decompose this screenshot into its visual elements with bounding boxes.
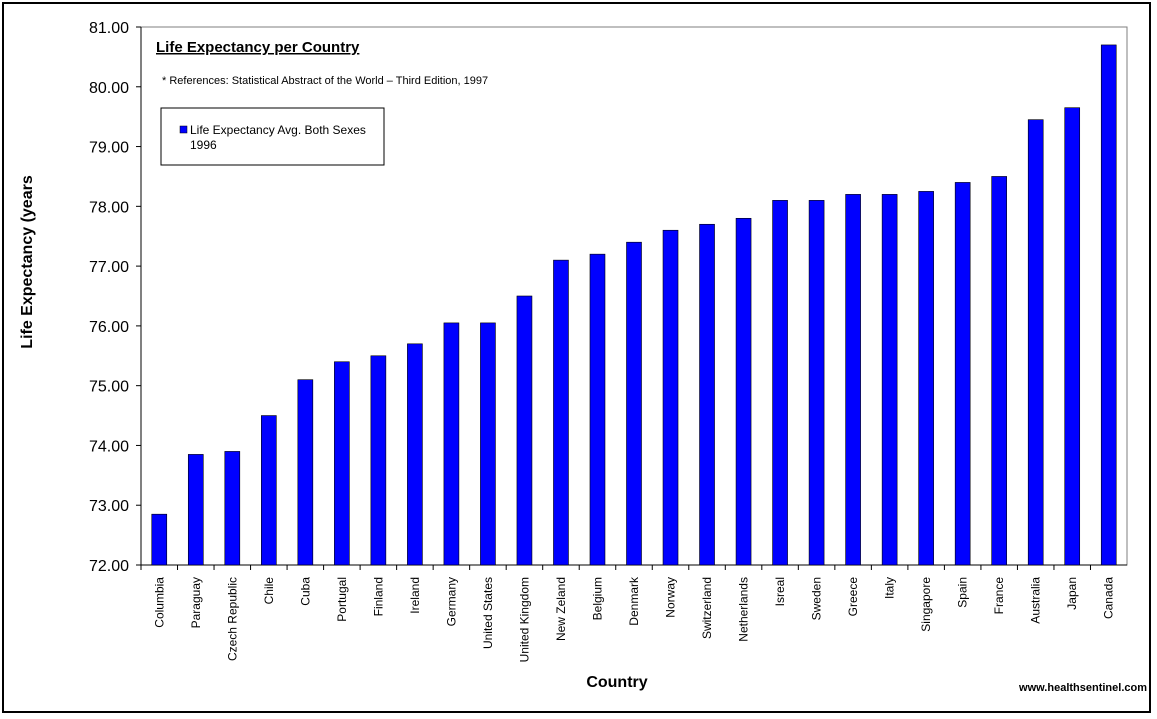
x-category-label: Spain: [956, 577, 970, 608]
legend: Life Expectancy Avg. Both Sexes 1996: [160, 107, 385, 166]
bar-spain: [954, 182, 971, 566]
chart-title: Life Expectancy per Country: [156, 39, 360, 56]
x-category-label: Belgium: [590, 577, 604, 620]
x-category-label: Norway: [664, 577, 678, 618]
y-tick-label: 81.00: [89, 20, 129, 37]
x-category-label: Finland: [371, 577, 385, 616]
x-category-label: Sweden: [810, 577, 824, 620]
x-category-label: Singapore: [919, 577, 933, 632]
x-category-label: Czech Republic: [225, 577, 239, 661]
bar-switzerland: [699, 223, 715, 566]
bar-isreal: [772, 200, 788, 566]
footer-url: www.healthsentinel.com: [1018, 682, 1147, 694]
x-category-label: Canada: [1102, 577, 1116, 619]
y-axis-ticks: 72.00 73.00 74.00 75.00 76.00 77.00 78.00 79.00…: [89, 20, 141, 575]
x-category-label: Switzerland: [700, 577, 714, 639]
x-category-label: Japan: [1065, 577, 1079, 610]
bar-norway: [662, 229, 679, 566]
bar-paraguay: [187, 454, 204, 566]
x-category-label: Columbia: [152, 577, 166, 628]
y-axis-title: Life Expectancy (years: [19, 175, 36, 349]
legend-label-line2: 1996: [190, 138, 217, 152]
y-tick-label: 74.00: [89, 438, 129, 455]
x-axis-title: Country: [586, 674, 647, 691]
x-category-label: United States: [481, 577, 495, 649]
x-axis-category-labels: Columbia Paraguay Czech Republic Chile Cuba P…: [140, 565, 1116, 662]
bar-united-kingdom: [516, 295, 533, 566]
bar-cuba: [297, 379, 314, 566]
x-category-label: Ireland: [408, 577, 422, 614]
y-tick-label: 80.00: [89, 80, 129, 97]
bar-japan: [1064, 107, 1081, 566]
bar-singapore: [918, 191, 934, 566]
bar-columbia: [151, 513, 168, 566]
x-category-label: Italy: [883, 577, 897, 599]
bar-ireland: [407, 343, 423, 566]
y-tick-label: 73.00: [89, 498, 129, 515]
legend-label-line1: Life Expectancy Avg. Both Sexes: [190, 123, 366, 137]
bar-australia: [1027, 119, 1044, 566]
y-tick-label: 78.00: [89, 199, 129, 216]
bar-germany: [443, 322, 460, 566]
legend-box: [160, 107, 385, 166]
x-category-label: New Zeland: [554, 577, 568, 641]
x-category-label: Isreal: [773, 577, 787, 606]
x-category-label: Portugal: [335, 577, 349, 622]
bar-canada: [1100, 44, 1117, 566]
y-tick-label: 75.00: [89, 379, 129, 396]
bar-portugal: [334, 361, 350, 566]
x-category-label: Netherlands: [737, 577, 751, 642]
bar-czech-republic: [224, 451, 241, 566]
x-category-label: Denmark: [627, 576, 641, 626]
reference-note: * References: Statistical Abstract of th…: [162, 75, 488, 87]
y-tick-label: 76.00: [89, 319, 129, 336]
y-tick-label: 72.00: [89, 558, 129, 575]
bar-greece: [845, 194, 861, 566]
bar-series: [151, 44, 1117, 566]
bar-netherlands: [735, 217, 752, 566]
bar-denmark: [626, 241, 642, 566]
bar-sweden: [808, 200, 825, 566]
x-category-label: Australia: [1029, 577, 1043, 624]
x-category-label: Chile: [262, 577, 276, 605]
bar-belgium: [589, 253, 606, 566]
legend-swatch: [179, 125, 188, 134]
x-category-label: United Kingdom: [517, 577, 531, 662]
x-category-label: Paraguay: [189, 577, 203, 628]
bar-united-states: [480, 322, 496, 566]
bar-new-zeland: [553, 259, 569, 566]
x-category-label: Greece: [846, 577, 860, 617]
x-category-label: Germany: [444, 577, 458, 626]
y-tick-label: 77.00: [89, 259, 129, 276]
x-category-label: France: [992, 577, 1006, 615]
bar-chile: [261, 415, 277, 566]
x-category-label: Cuba: [298, 577, 312, 606]
y-tick-label: 79.00: [89, 140, 129, 157]
bar-italy: [881, 194, 898, 566]
bar-finland: [370, 355, 387, 566]
bar-france: [991, 176, 1007, 566]
